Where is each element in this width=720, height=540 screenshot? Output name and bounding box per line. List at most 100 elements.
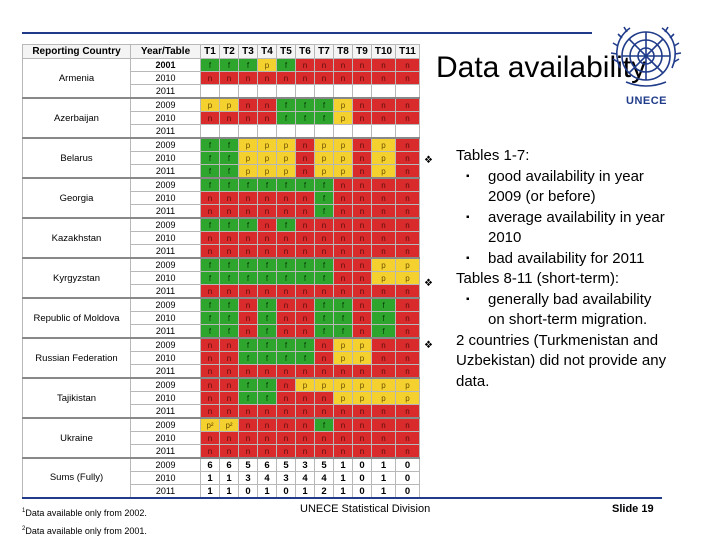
availability-cell: n [295,311,315,325]
availability-cell: f [219,271,239,285]
availability-cell: n [314,244,334,259]
availability-cell: f [238,377,258,392]
un-emblem-icon [610,26,682,87]
availability-cell: f [276,351,296,365]
availability-cell: n [371,111,396,125]
availability-cell: n [238,97,258,112]
availability-cell: p [371,377,396,392]
sub-bullet-item: ▪ bad availability for 2011 [456,249,668,270]
availability-cell: n [238,191,258,205]
availability-cell: n [333,364,353,379]
availability-cell [395,124,420,139]
availability-cell: n [352,417,372,432]
table-row: Belarus 2009 f f p p p n p p n p n [22,137,420,179]
availability-cell [295,84,315,99]
availability-cell: p² [219,417,239,432]
availability-cell: p [395,391,420,405]
availability-cell [295,124,315,139]
availability-cell: n [314,364,334,379]
availability-cell: f [295,257,315,272]
sub-bullet-text: bad availability for 2011 [488,249,645,267]
availability-cell: f [219,297,239,312]
availability-cell: n [352,257,372,272]
availability-cell: n [352,297,372,312]
availability-cell: p [219,97,239,112]
availability-cell: n [395,404,420,419]
availability-cell: n [295,324,315,339]
availability-cell: n [200,244,220,259]
availability-cell: p [295,377,315,392]
availability-cell: n [200,364,220,379]
availability-cell: n [295,204,315,219]
availability-cell: f [257,324,277,339]
availability-cell: n [352,204,372,219]
availability-cell [314,124,334,139]
year-cell: 2010 [130,71,201,85]
availability-cell: n [371,364,396,379]
availability-cell: n [276,417,296,432]
availability-cell: f [200,164,220,179]
availability-cell: p [257,137,277,152]
availability-cell: f [257,337,277,352]
availability-cell: p [371,164,396,179]
availability-cell [371,84,396,99]
availability-cell: n [352,364,372,379]
availability-cell: f [219,151,239,165]
availability-cell: n [371,431,396,445]
availability-cell: p [352,377,372,392]
availability-cell: n [395,431,420,445]
availability-cell: n [352,311,372,325]
table-row: 2011 n n n n n n n n n n n [23,284,420,299]
availability-cell: n [295,417,315,432]
availability-cell [395,84,420,99]
sum-cell: 5 [276,457,296,472]
availability-cell: n [395,151,420,165]
availability-cell: n [238,297,258,312]
header-country: Reporting Country [22,44,131,59]
availability-cell: n [276,204,296,219]
availability-cell: n [395,164,420,179]
availability-cell: f [238,391,258,405]
availability-cell: p [333,151,353,165]
availability-cell: f [295,337,315,352]
availability-cell: n [352,231,372,245]
table-row: 2010 n n f f n n n p p p p [23,391,420,405]
availability-cell: n [257,231,277,245]
availability-cell [352,84,372,99]
availability-cell: f [200,151,220,165]
year-cell: 2011 [130,324,201,339]
availability-cell: n [314,231,334,245]
bullet-text: 2 countries (Turkmenistan and Uzbekistan… [456,331,667,390]
sum-cell: 0 [395,457,420,472]
sum-cell: 0 [352,471,372,485]
table-row: 2011 n n n n n n n n n n n [23,444,420,459]
table-row: 2011 n n n n n n f n n n n [23,204,420,219]
sum-cell: 3 [295,457,315,472]
availability-cell: n [276,324,296,339]
availability-cell: p [314,151,334,165]
availability-cell: f [200,297,220,312]
availability-cell: f [314,417,334,432]
availability-cell [371,124,396,139]
table-row: Armenia 2001 f f f p f n n n n n n [22,58,420,99]
availability-cell: p [333,137,353,152]
availability-cell: p [333,351,353,365]
availability-cell: n [395,231,420,245]
header-table-2: T2 [219,44,239,59]
availability-cell: f [257,271,277,285]
table-row: 2011 [23,84,420,99]
availability-cell: n [314,217,334,232]
availability-cell: n [295,71,315,85]
availability-cell: n [371,191,396,205]
availability-cell: n [333,431,353,445]
sum-cell: 2 [314,484,334,498]
table-row: Azerbaijan 2009 p p n n f f f p n n n [22,97,420,139]
availability-cell: n [371,244,396,259]
availability-cell: n [371,444,396,459]
availability-cell: p [352,337,372,352]
year-cell: 2011 [130,164,201,179]
table-row: 2010 f f p p p n p p n p n [23,151,420,165]
availability-cell: n [333,257,353,272]
year-cell: 2009 [130,257,201,272]
sum-cell: 0 [238,484,258,498]
